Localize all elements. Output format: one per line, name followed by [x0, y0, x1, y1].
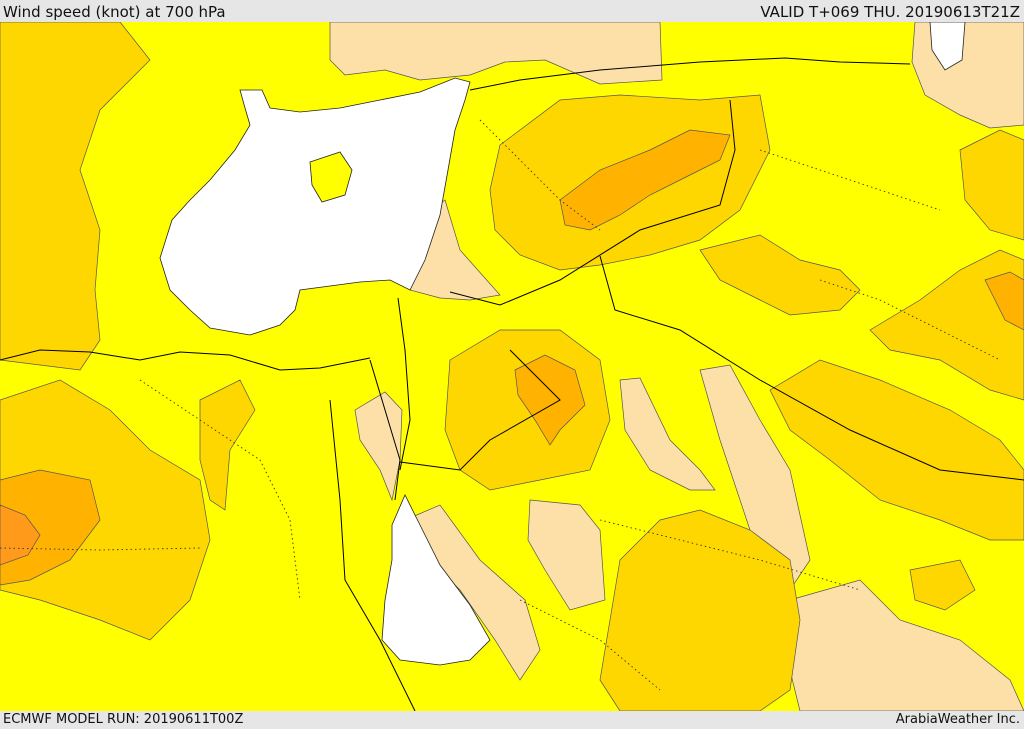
border-jordan-saudi — [399, 349, 561, 471]
dotted-boundary-1 — [139, 379, 301, 601]
amber-zone-east — [984, 271, 1024, 331]
gold-zone-southeast — [909, 559, 976, 611]
border-iraq-saudi — [599, 255, 1024, 481]
valid-time: VALID T+069 THU. 20190613T21Z — [760, 3, 1020, 21]
dotted-boundary-3 — [759, 149, 941, 211]
caspian-edge — [929, 22, 966, 71]
gold-zone-east — [769, 359, 1024, 541]
border-egypt-sudan — [369, 359, 401, 501]
light-zone-arabia-3 — [699, 364, 811, 591]
water — [159, 22, 966, 666]
gold-zone-far-east — [959, 129, 1024, 241]
border-egypt-west — [329, 399, 416, 711]
mediterranean-east — [159, 77, 471, 336]
footer-bar — [0, 711, 1024, 729]
border-syria-iraq — [449, 99, 736, 306]
gold-zone-iraq — [699, 234, 861, 316]
gold-zone-west — [0, 22, 151, 371]
light-zone-sinai — [354, 391, 403, 502]
wind-speed-map — [0, 22, 1024, 711]
dotted-boundary-2 — [479, 119, 601, 231]
border-turkey-syria — [469, 57, 911, 91]
gold-zone-jordan — [444, 329, 611, 491]
gold-zone-northeast — [869, 249, 1024, 401]
gold-zone-south — [599, 509, 801, 711]
light-zone-arabia-2 — [619, 377, 716, 491]
header-bar — [0, 0, 1024, 22]
dotted-boundary-7 — [819, 279, 1001, 361]
cyprus-island — [309, 151, 353, 203]
amber-zone-jordan — [514, 354, 586, 446]
borders — [0, 57, 1024, 711]
credit-text: ArabiaWeather Inc. — [895, 712, 1020, 727]
light-zone-north — [329, 22, 663, 85]
light-zone-arabia-1 — [527, 499, 606, 611]
border-sinai — [397, 297, 411, 471]
amber-zone-syria — [559, 129, 731, 231]
coast-africa — [0, 349, 371, 371]
red-sea — [381, 494, 491, 666]
dotted-boundary-5 — [0, 547, 201, 551]
gold-zone-southwest — [0, 379, 211, 641]
dotted-boundaries — [0, 119, 1001, 691]
model-run: ECMWF MODEL RUN: 20190611T00Z — [3, 712, 244, 727]
orange-core-west — [0, 504, 41, 566]
gold-zone-egypt — [199, 379, 256, 511]
map-title: Wind speed (knot) at 700 hPa — [3, 3, 226, 21]
dotted-boundary-4 — [599, 519, 861, 591]
